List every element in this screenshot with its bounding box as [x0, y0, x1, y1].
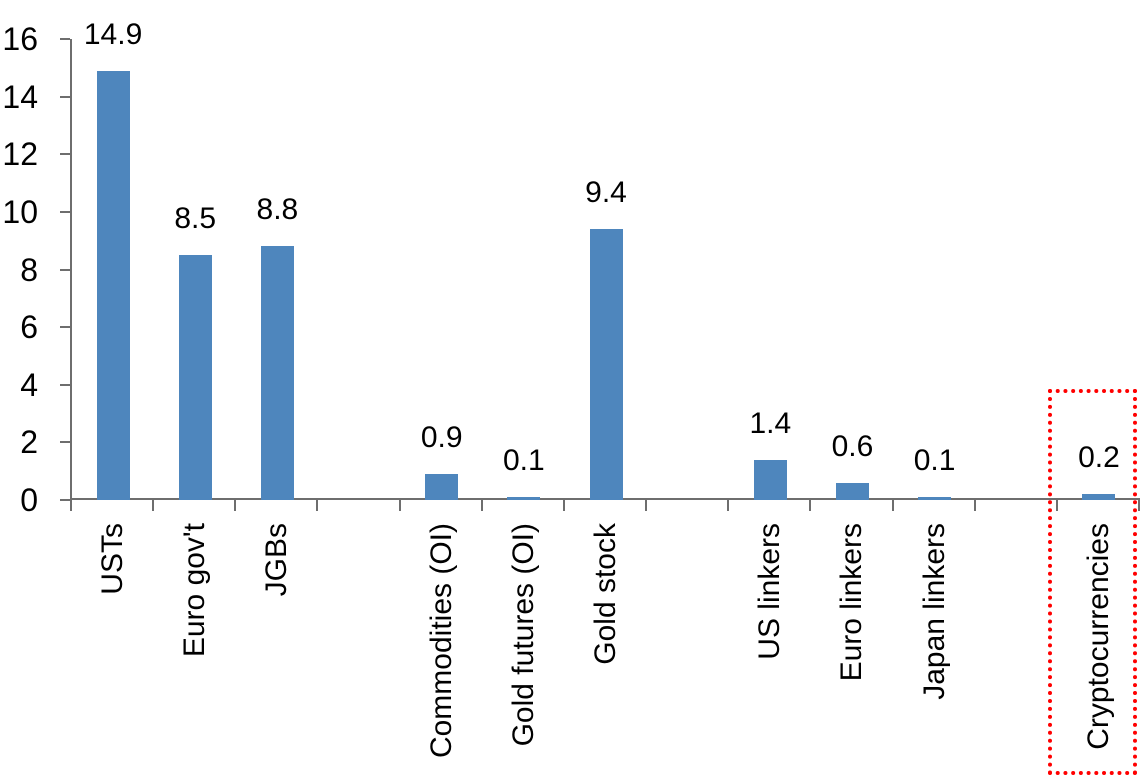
bar — [589, 229, 623, 500]
bar — [425, 474, 459, 500]
y-tick — [60, 268, 70, 271]
bar-value-label: 0.6 — [831, 429, 874, 463]
y-axis-line — [70, 39, 72, 500]
y-tick — [60, 210, 70, 213]
bar-value-label: 0.1 — [913, 444, 956, 478]
y-tick — [60, 441, 70, 444]
y-tick-label: 16 — [2, 21, 38, 57]
category-label: US linkers — [753, 523, 787, 660]
y-tick-label: 14 — [2, 78, 38, 115]
y-tick — [60, 95, 70, 98]
x-tick — [1138, 500, 1140, 511]
category-label: Euro linkers — [835, 523, 869, 682]
bar-value-label: 0.9 — [420, 421, 463, 455]
bar-value-label: 8.8 — [256, 193, 299, 227]
y-tick — [60, 499, 70, 501]
y-tick — [60, 153, 70, 156]
bar-value-label: 8.5 — [174, 202, 217, 236]
bar-value-label: 0.1 — [502, 444, 545, 478]
x-tick — [891, 500, 894, 511]
bar — [260, 246, 294, 500]
bar — [835, 482, 869, 500]
y-tick-label: 4 — [20, 366, 38, 403]
highlight-box — [1048, 389, 1137, 775]
y-tick-label: 12 — [2, 136, 38, 173]
y-tick — [60, 383, 70, 386]
x-tick — [398, 500, 401, 511]
bar — [96, 70, 130, 500]
y-tick — [60, 326, 70, 329]
bar — [753, 459, 787, 500]
category-label: JGBs — [260, 523, 294, 597]
x-tick — [234, 500, 237, 511]
x-tick — [1055, 500, 1058, 511]
y-tick — [60, 38, 70, 40]
category-label: Commodities (OI) — [424, 523, 458, 759]
category-label: Japan linkers — [917, 523, 951, 700]
x-tick — [727, 500, 730, 511]
x-tick — [809, 500, 812, 511]
bar-value-label: 1.4 — [749, 406, 792, 440]
bar — [1082, 494, 1116, 500]
bar — [178, 255, 212, 500]
x-tick — [316, 500, 319, 511]
y-tick-label: 10 — [2, 193, 38, 230]
x-tick — [70, 500, 72, 511]
category-label: Gold futures (OI) — [506, 523, 540, 747]
bar-value-label: 14.9 — [83, 17, 143, 51]
x-tick — [480, 500, 483, 511]
x-tick — [152, 500, 155, 511]
category-label: USTs — [96, 523, 130, 595]
bar — [507, 497, 541, 500]
y-tick-label: 8 — [20, 251, 38, 288]
y-tick-label: 6 — [20, 309, 38, 346]
bar-value-label: 9.4 — [585, 176, 627, 210]
category-label: Euro gov't — [178, 523, 212, 658]
y-tick-label: 2 — [20, 424, 38, 461]
bar — [918, 497, 952, 500]
x-tick — [973, 500, 976, 511]
x-tick — [645, 500, 648, 511]
bar-value-label: 0.2 — [1078, 441, 1120, 475]
x-tick — [562, 500, 565, 511]
category-label: Gold stock — [589, 523, 622, 665]
y-tick-label: 0 — [20, 482, 38, 518]
